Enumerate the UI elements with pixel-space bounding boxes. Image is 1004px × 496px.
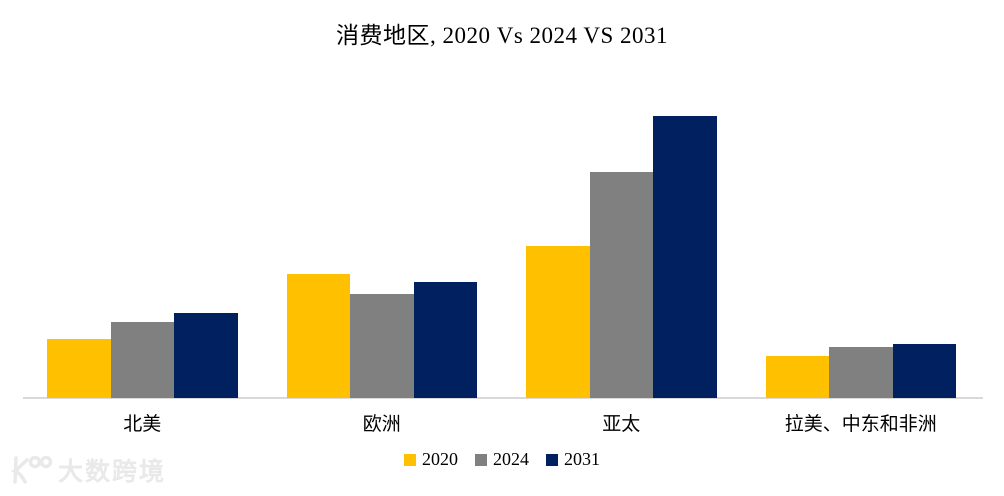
k100-logo-icon bbox=[10, 455, 52, 484]
bar-2031-2 bbox=[653, 116, 717, 398]
chart-title: 消费地区, 2020 Vs 2024 VS 2031 bbox=[335, 23, 669, 48]
bar-2024-0 bbox=[110, 321, 174, 398]
bar-2024-1 bbox=[350, 293, 414, 398]
watermark-text: 大数跨境 bbox=[58, 458, 167, 486]
x-label-1: 欧洲 bbox=[362, 414, 401, 435]
bar-2020-2 bbox=[526, 245, 590, 398]
bar-2024-2 bbox=[589, 172, 653, 398]
x-label-0: 北美 bbox=[123, 414, 162, 435]
legend-item-2020: 2020 bbox=[404, 449, 458, 470]
bar-2020-1 bbox=[286, 273, 350, 398]
x-label-2: 亚太 bbox=[602, 414, 641, 435]
legend-label: 2031 bbox=[564, 449, 600, 469]
x-label-3: 拉美、中东和非洲 bbox=[784, 414, 937, 435]
legend: 2020 2024 2031 bbox=[0, 449, 1004, 470]
bar-2031-3 bbox=[892, 344, 956, 398]
bar-2020-3 bbox=[765, 355, 829, 398]
bar-2024-3 bbox=[829, 347, 893, 398]
legend-label: 2024 bbox=[493, 449, 529, 469]
bar-2031-1 bbox=[413, 282, 477, 398]
watermark: 大数跨境 bbox=[10, 452, 166, 488]
legend-label: 2020 bbox=[422, 449, 458, 469]
bar-2020-0 bbox=[47, 338, 111, 398]
legend-swatch-2020 bbox=[404, 453, 416, 466]
legend-swatch-2031 bbox=[546, 453, 558, 466]
bar-2031-0 bbox=[174, 313, 238, 398]
x-axis-line bbox=[23, 397, 983, 399]
legend-item-2031: 2031 bbox=[546, 449, 600, 470]
legend-swatch-2024 bbox=[475, 453, 487, 466]
legend-item-2024: 2024 bbox=[475, 449, 529, 470]
